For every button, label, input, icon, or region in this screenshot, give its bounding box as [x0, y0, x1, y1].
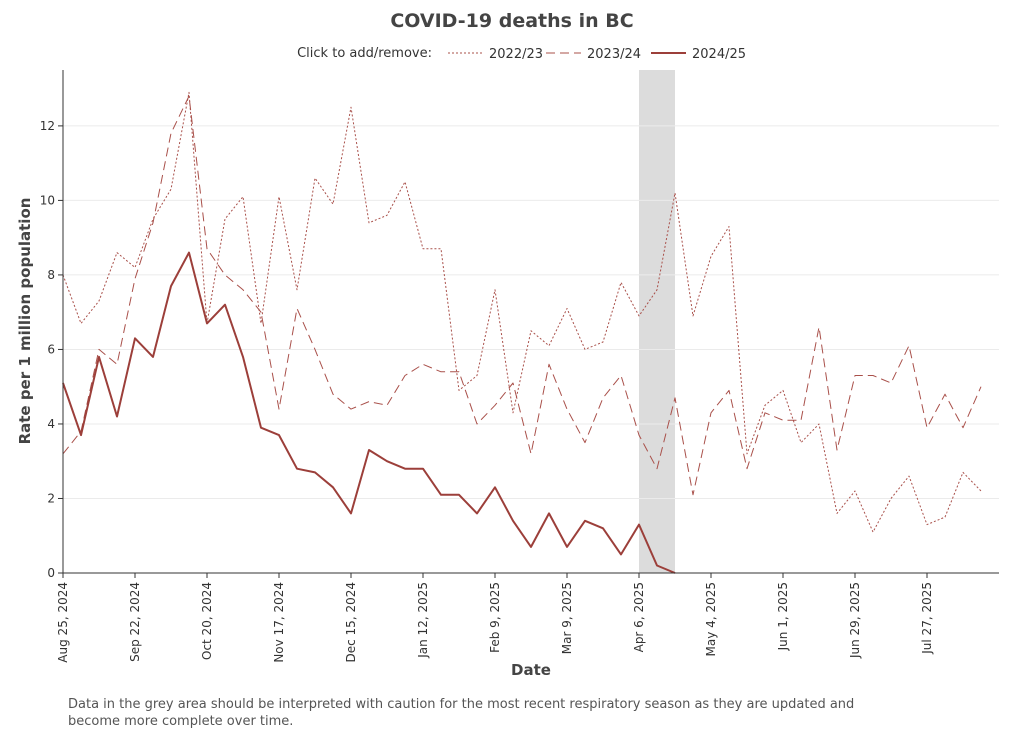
x-tick-label: Jan 12, 2025 — [416, 582, 430, 659]
plot-area: 0 2 4 6 8 10 12 Aug 25, 2024 Sep 22, 2024 Oct 20… — [40, 70, 999, 663]
legend-item-2024-25[interactable]: 2024/25 — [651, 47, 746, 62]
x-tick-label: Jun 1, 2025 — [776, 582, 790, 651]
line-chart: COVID-19 deaths in BC Click to add/remov… — [16, 10, 999, 679]
legend-label: 2024/25 — [692, 47, 746, 62]
y-tick-label: 12 — [40, 119, 55, 133]
x-tick-label: Apr 6, 2025 — [632, 582, 646, 652]
series-line-2022-23 — [62, 91, 982, 533]
series-line-2023-24 — [62, 95, 982, 496]
y-tick-label: 4 — [47, 417, 55, 431]
series-layer — [62, 91, 982, 574]
x-tick-label: Mar 9, 2025 — [560, 582, 574, 654]
footnote: Data in the grey area should be interpre… — [68, 697, 855, 729]
y-tick-label: 2 — [47, 491, 55, 505]
series-line-2024-25 — [62, 251, 676, 574]
y-tick-label: 10 — [40, 193, 55, 207]
legend-label: 2022/23 — [489, 47, 543, 62]
y-tick-label: 6 — [47, 342, 55, 356]
y-axis: 0 2 4 6 8 10 12 — [40, 119, 63, 580]
legend-label: 2023/24 — [587, 47, 641, 62]
x-tick-label: Aug 25, 2024 — [56, 582, 70, 663]
legend-item-2022-23[interactable]: 2022/23 — [448, 47, 543, 62]
x-tick-label: Dec 15, 2024 — [344, 582, 358, 662]
x-axis-title: Date — [511, 661, 551, 679]
gridlines — [63, 125, 999, 499]
x-tick-label: Jul 27, 2025 — [920, 582, 934, 655]
x-tick-label: Jun 29, 2025 — [848, 582, 862, 659]
legend-item-2023-24[interactable]: 2023/24 — [546, 47, 641, 62]
legend: Click to add/remove: 2022/23 2023/24 2024/… — [297, 46, 746, 62]
x-tick-label: Oct 20, 2024 — [200, 582, 214, 660]
y-axis-title: Rate per 1 million population — [16, 198, 34, 445]
x-tick-label: Feb 9, 2025 — [488, 582, 502, 653]
y-tick-label: 8 — [47, 268, 55, 282]
provisional-data-shaded-region — [639, 70, 675, 573]
legend-prompt: Click to add/remove: — [297, 46, 432, 61]
y-tick-label: 0 — [47, 566, 55, 580]
x-axis: Aug 25, 2024 Sep 22, 2024 Oct 20, 2024 Nov … — [56, 573, 934, 663]
x-tick-label: Sep 22, 2024 — [128, 582, 142, 662]
chart-title: COVID-19 deaths in BC — [390, 10, 633, 32]
x-tick-label: May 4, 2025 — [704, 582, 718, 656]
x-tick-label: Nov 17, 2024 — [272, 582, 286, 663]
